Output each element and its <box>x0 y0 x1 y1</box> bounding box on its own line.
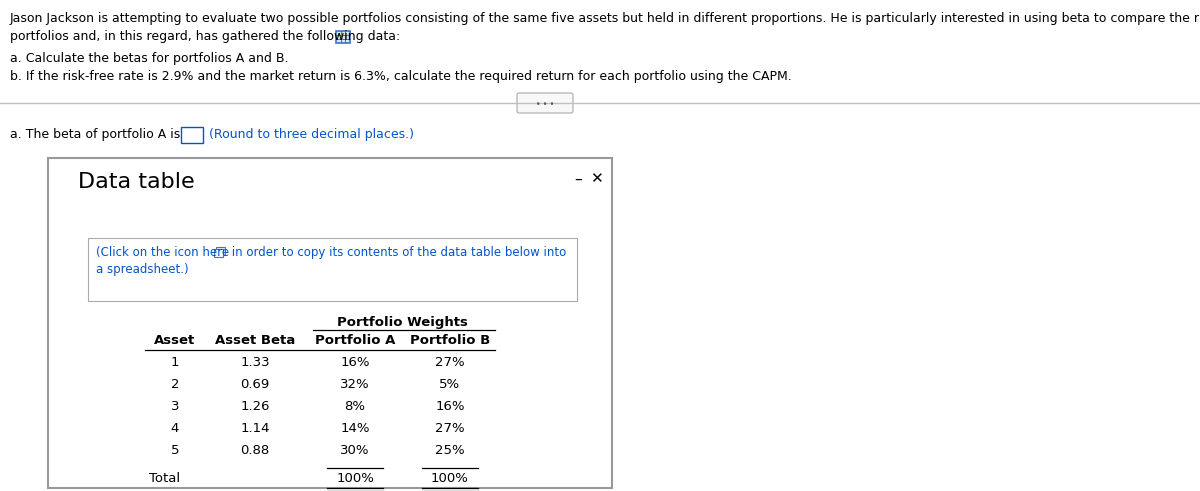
Text: Total: Total <box>150 472 180 485</box>
Bar <box>214 249 223 257</box>
Text: 0.88: 0.88 <box>240 444 270 457</box>
Text: Asset Beta: Asset Beta <box>215 334 295 347</box>
Text: 3: 3 <box>170 400 179 413</box>
Text: ✕: ✕ <box>590 171 602 186</box>
Text: 100%: 100% <box>431 472 469 485</box>
Text: 27%: 27% <box>436 422 464 435</box>
Text: 25%: 25% <box>436 444 464 457</box>
Bar <box>336 31 350 43</box>
Text: 14%: 14% <box>341 422 370 435</box>
Text: 1: 1 <box>170 356 179 369</box>
Text: 30%: 30% <box>341 444 370 457</box>
Text: 1.14: 1.14 <box>240 422 270 435</box>
Bar <box>88 238 577 301</box>
Text: Portfolio B: Portfolio B <box>410 334 490 347</box>
Text: 4: 4 <box>170 422 179 435</box>
Text: b. If the risk-free rate is 2.9% and the market return is 6.3%, calculate the re: b. If the risk-free rate is 2.9% and the… <box>10 70 792 83</box>
Text: 100%: 100% <box>336 472 374 485</box>
Text: 1.26: 1.26 <box>240 400 270 413</box>
Text: 27%: 27% <box>436 356 464 369</box>
Text: 16%: 16% <box>436 400 464 413</box>
Text: (Round to three decimal places.): (Round to three decimal places.) <box>209 128 414 141</box>
Text: in order to copy its contents of the data table below into: in order to copy its contents of the dat… <box>228 246 566 259</box>
Text: a. The beta of portfolio A is: a. The beta of portfolio A is <box>10 128 180 141</box>
Text: 32%: 32% <box>340 378 370 391</box>
Text: 5%: 5% <box>439 378 461 391</box>
Text: • • •: • • • <box>536 100 554 109</box>
Text: 0.69: 0.69 <box>240 378 270 391</box>
Text: 1.33: 1.33 <box>240 356 270 369</box>
Text: 2: 2 <box>170 378 179 391</box>
Text: 16%: 16% <box>341 356 370 369</box>
Text: Portfolio Weights: Portfolio Weights <box>337 316 468 329</box>
Text: –: – <box>574 172 582 187</box>
Text: a. Calculate the betas for portfolios A and B.: a. Calculate the betas for portfolios A … <box>10 52 288 65</box>
Text: portfolios and, in this regard, has gathered the following data:: portfolios and, in this regard, has gath… <box>10 30 401 43</box>
Text: Data table: Data table <box>78 172 194 192</box>
FancyBboxPatch shape <box>517 93 574 113</box>
Bar <box>181 127 203 143</box>
Text: Jason Jackson is attempting to evaluate two possible portfolios consisting of th: Jason Jackson is attempting to evaluate … <box>10 12 1200 25</box>
Text: Asset: Asset <box>155 334 196 347</box>
Text: 5: 5 <box>170 444 179 457</box>
Text: 8%: 8% <box>344 400 366 413</box>
Text: Portfolio A: Portfolio A <box>314 334 395 347</box>
Bar <box>216 247 226 255</box>
Text: a spreadsheet.): a spreadsheet.) <box>96 263 188 276</box>
Bar <box>48 158 612 488</box>
Text: (Click on the icon here: (Click on the icon here <box>96 246 229 259</box>
